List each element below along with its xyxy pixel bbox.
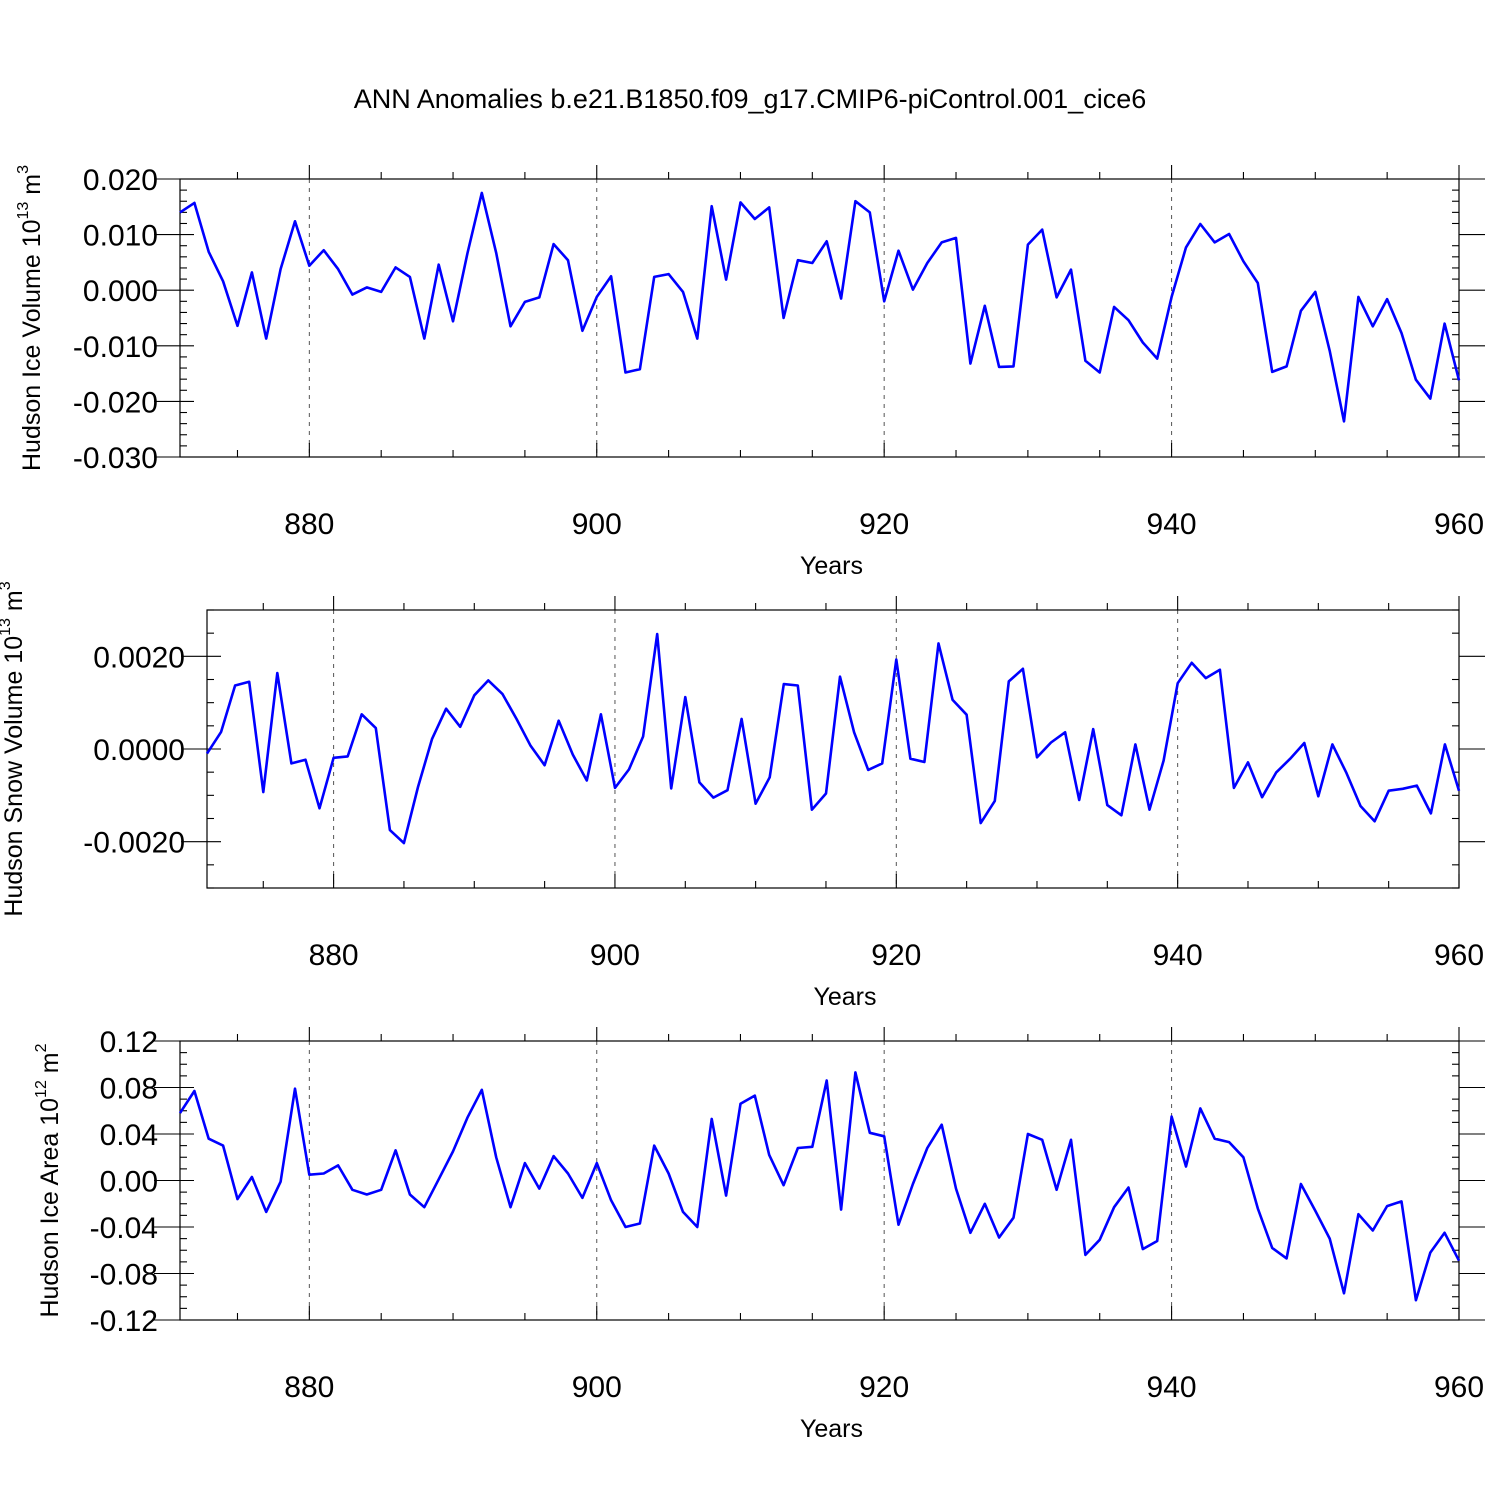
ice-area-xtick-label: 940 (1147, 1371, 1197, 1404)
ice-volume-xtick-label: 960 (1434, 508, 1484, 541)
snow-volume-ylabel: Hudson Snow Volume 1013 m3 (0, 581, 28, 916)
ice-area-ytick-label: 0.08 (100, 1073, 158, 1106)
ice-area-ytick-label: -0.04 (90, 1212, 158, 1245)
snow-volume-xtick-label: 920 (871, 939, 921, 972)
ice-area-xtick-label: 880 (284, 1371, 334, 1404)
ice-area-ytick-label: -0.08 (90, 1259, 158, 1292)
ice-volume-ytick-label: 0.010 (83, 220, 158, 253)
figure-title: ANN Anomalies b.e21.B1850.f09_g17.CMIP6-… (354, 84, 1146, 114)
ice-area-xtick-label: 920 (859, 1371, 909, 1404)
snow-volume-plot-frame (206, 609, 1460, 889)
ice-area-xlabel: Years (800, 1415, 863, 1443)
ice-volume-ytick-label: 0.000 (83, 275, 158, 308)
ice-area-xtick-label: 960 (1434, 1371, 1484, 1404)
snow-volume-xtick-label: 960 (1434, 939, 1484, 972)
ice-area-ytick-label: -0.12 (90, 1305, 158, 1338)
ice-volume-ytick-label: -0.020 (73, 386, 158, 419)
ice-volume-plot-frame (179, 178, 1460, 458)
ice-area-ytick-label: 0.12 (100, 1026, 158, 1059)
ice-area-xtick-label: 900 (572, 1371, 622, 1404)
ice-volume-xlabel: Years (800, 552, 863, 580)
snow-volume-xtick-label: 880 (309, 939, 359, 972)
ice-area-plot-frame (179, 1040, 1460, 1321)
ice-volume-ytick-label: -0.010 (73, 331, 158, 364)
ice-volume-xtick-label: 880 (284, 508, 334, 541)
snow-volume-ytick-label: 0.0020 (93, 641, 185, 674)
snow-volume-xtick-label: 900 (590, 939, 640, 972)
ice-area-series-line (178, 1071, 1461, 1302)
panel-ice-area: -0.12 -0.08 -0.04 0.00 0.04 0.08 0.12 880 900 920… (33, 1026, 1485, 1443)
ice-volume-ytick-label: 0.020 (83, 164, 158, 197)
ice-volume-xtick-label: 900 (572, 508, 622, 541)
panel-ice-volume: -0.030 -0.020 -0.010 0.000 0.010 0.020 880 900 9… (15, 164, 1485, 580)
snow-volume-xlabel: Years (813, 983, 876, 1011)
snow-volume-ytick-label: 0.0000 (93, 734, 185, 767)
snow-volume-xtick-label: 940 (1153, 939, 1203, 972)
ice-volume-xtick-label: 940 (1147, 508, 1197, 541)
ice-area-ylabel: Hudson Ice Area 1012 m2 (33, 1043, 64, 1317)
snow-volume-ytick-label: -0.0020 (83, 827, 185, 860)
ice-area-ytick-label: 0.04 (100, 1119, 158, 1152)
ice-volume-ylabel: Hudson Ice Volume 1013 m3 (15, 165, 46, 471)
ice-volume-series-line (179, 191, 1461, 423)
snow-volume-series-line (205, 632, 1461, 845)
ice-area-ytick-label: 0.00 (100, 1166, 158, 1199)
ice-volume-xtick-label: 920 (859, 508, 909, 541)
ice-volume-ytick-label: -0.030 (73, 442, 158, 475)
panel-snow-volume: -0.0020 0.0000 0.0020 880 900 920 940 960 Years H… (0, 581, 1485, 1011)
